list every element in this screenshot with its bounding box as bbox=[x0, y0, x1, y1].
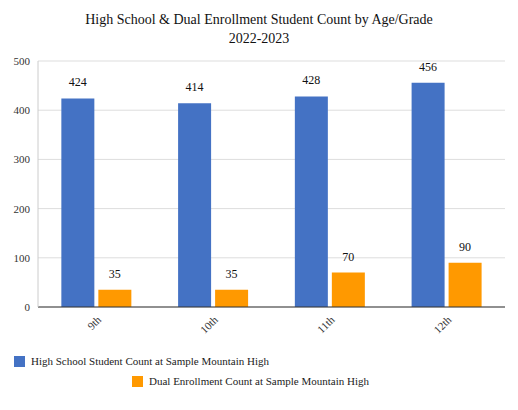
svg-text:90: 90 bbox=[459, 240, 471, 254]
svg-text:414: 414 bbox=[186, 80, 204, 94]
svg-text:0: 0 bbox=[25, 301, 31, 313]
svg-text:300: 300 bbox=[14, 153, 31, 165]
svg-text:35: 35 bbox=[226, 267, 238, 281]
html-text:2022-2023: 2022-2023 bbox=[228, 31, 290, 46]
svg-text:424: 424 bbox=[69, 75, 87, 89]
svg-text:428: 428 bbox=[302, 73, 320, 87]
svg-text:70: 70 bbox=[342, 250, 354, 264]
html-text:High School & Dual Enrollment: High School & Dual Enrollment Student Co… bbox=[85, 12, 433, 27]
svg-text:456: 456 bbox=[419, 60, 437, 74]
svg-text:10th: 10th bbox=[198, 313, 221, 336]
svg-text:9th: 9th bbox=[85, 313, 104, 332]
svg-text:500: 500 bbox=[14, 55, 31, 67]
html-text:High School Student Count at S: High School Student Count at Sample Moun… bbox=[31, 355, 269, 367]
html-text:Dual Enrollment Count at Sampl: Dual Enrollment Count at Sample Mountain… bbox=[149, 375, 369, 387]
svg-text:35: 35 bbox=[109, 267, 121, 281]
svg-text:11th: 11th bbox=[315, 313, 337, 335]
svg-text:100: 100 bbox=[14, 252, 31, 264]
svg-text:400: 400 bbox=[14, 104, 31, 116]
svg-text:200: 200 bbox=[14, 203, 31, 215]
svg-text:12th: 12th bbox=[431, 313, 454, 336]
